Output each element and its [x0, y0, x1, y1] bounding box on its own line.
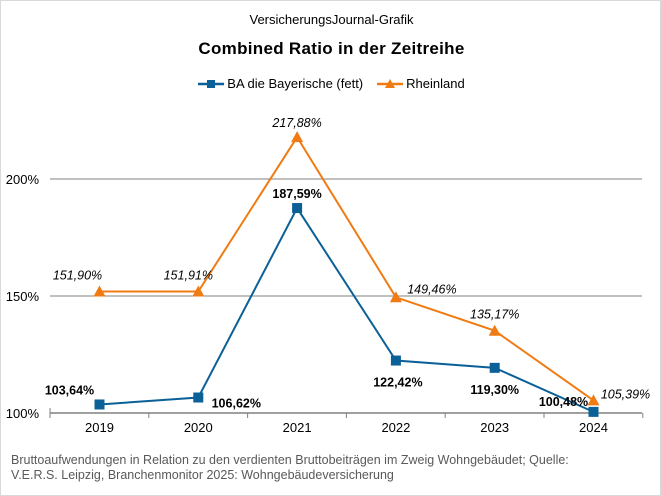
- footnote-line-2: V.E.R.S. Leipzig, Branchenmonitor 2025: …: [11, 468, 394, 482]
- data-point-triangle: [488, 324, 501, 336]
- data-label: 149,46%: [407, 282, 456, 296]
- legend: BA die Bayerische (fett) Rheinland: [1, 76, 660, 91]
- data-label: 122,42%: [373, 376, 422, 390]
- legend-item-rheinland: Rheinland: [377, 76, 465, 91]
- data-point-triangle: [587, 394, 600, 406]
- x-tick-label: 2023: [480, 420, 509, 435]
- data-point-triangle: [192, 285, 205, 297]
- data-label: 151,91%: [164, 269, 213, 283]
- data-point-square: [193, 392, 204, 403]
- y-tick-label: 150%: [6, 289, 40, 304]
- data-label: 106,62%: [212, 397, 261, 411]
- data-point-square: [390, 355, 401, 366]
- data-point-triangle: [93, 285, 106, 297]
- data-label: 105,39%: [601, 387, 650, 401]
- chart-supertitle: VersicherungsJournal-Grafik: [249, 12, 414, 27]
- y-tick-label: 200%: [6, 172, 40, 187]
- x-tick-label: 2020: [184, 420, 213, 435]
- x-tick-label: 2021: [283, 420, 312, 435]
- footnote-line-1: Bruttoaufwendungen in Relation zu den ve…: [11, 453, 569, 467]
- legend-label-rheinland: Rheinland: [406, 76, 465, 91]
- series-line: [99, 135, 595, 402]
- data-point-triangle: [389, 291, 402, 303]
- chart-title: Combined Ratio in der Zeitreihe: [198, 39, 465, 58]
- data-label: 119,30%: [470, 383, 519, 397]
- footnote: Bruttoaufwendungen in Relation zu den ve…: [11, 453, 569, 483]
- legend-triangle-marker-icon: [377, 78, 404, 88]
- series-1: 151,90% 151,91% 217,88% 149,46% 135,17% 105,3…: [53, 116, 650, 406]
- x-tick-label: 2024: [579, 420, 608, 435]
- data-label: 151,90%: [53, 269, 102, 283]
- series-line: [99, 206, 594, 413]
- data-label: 217,88%: [271, 116, 321, 130]
- legend-label-ba: BA die Bayerische (fett): [227, 76, 364, 91]
- x-tick-label: 2019: [85, 420, 114, 435]
- data-label: 187,59%: [272, 187, 321, 201]
- data-point-square: [292, 203, 303, 214]
- plot-area: 100% 150% 200% 2019 2020 2021 2022 2023 2024 151,…: [6, 116, 650, 435]
- data-label: 103,64%: [45, 383, 94, 397]
- x-tick-label: 2022: [381, 420, 410, 435]
- data-point-square: [588, 406, 599, 417]
- data-label: 100,48%: [539, 395, 588, 409]
- series-0: 103,64% 106,62% 187,59% 122,42% 119,30% 100,4…: [45, 187, 599, 417]
- data-label: 135,17%: [470, 308, 519, 322]
- data-point-square: [94, 399, 105, 410]
- y-tick-label: 100%: [6, 406, 40, 421]
- legend-square-marker-icon: [198, 79, 225, 88]
- data-point-square: [489, 362, 500, 373]
- legend-item-ba: BA die Bayerische (fett): [198, 76, 363, 91]
- data-point-triangle: [291, 131, 304, 143]
